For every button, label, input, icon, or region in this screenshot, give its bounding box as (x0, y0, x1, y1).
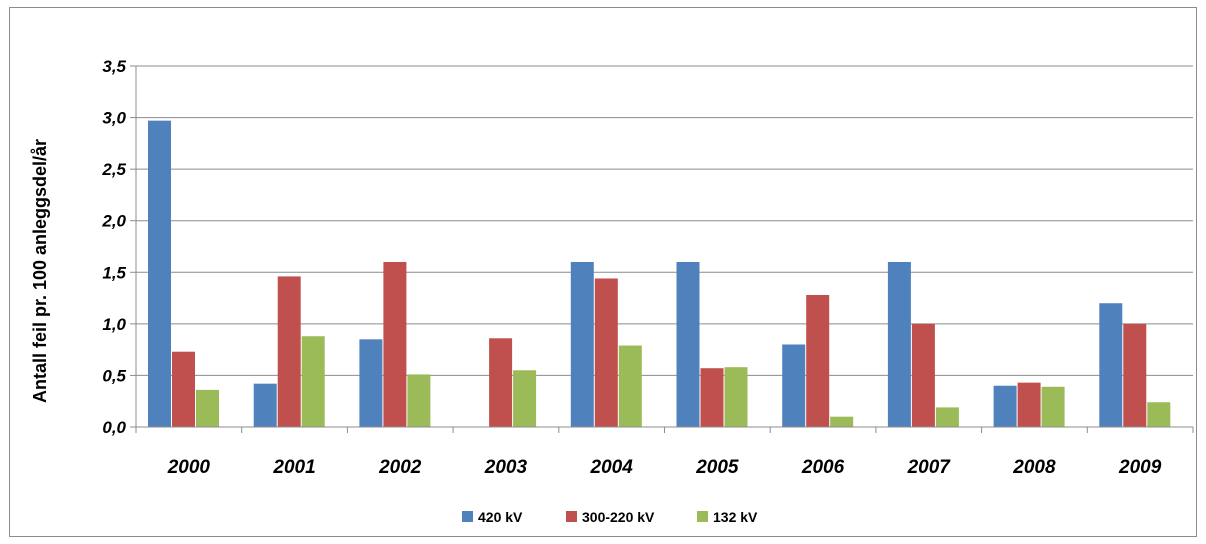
x-tick-label: 2003 (484, 457, 528, 478)
bar (172, 351, 195, 427)
bar (513, 370, 537, 427)
bar (700, 368, 724, 427)
bar (1017, 382, 1041, 427)
legend-swatch (462, 511, 473, 522)
y-axis-label: Antall feil pr. 100 anleggsdel/år (30, 139, 50, 403)
x-tick-label: 2006 (801, 457, 845, 478)
bar (407, 374, 431, 427)
bar (1041, 386, 1065, 427)
x-tick-label: 2001 (272, 457, 315, 478)
bar (570, 261, 594, 427)
y-tick-label: 3,0 (102, 109, 126, 128)
bars (148, 120, 1171, 427)
bar (489, 338, 513, 427)
bar (1099, 303, 1123, 427)
legend-label: 300-220 kV (582, 509, 655, 525)
bar (1123, 323, 1147, 427)
x-tick-label: 2005 (695, 457, 739, 478)
bar (196, 389, 219, 427)
y-tick-labels: 0,0 0,5 1,0 1,5 2,0 2,5 3,0 3,5 (101, 57, 126, 437)
legend-label: 420 kV (478, 509, 523, 525)
y-tick-label: 0,0 (102, 418, 126, 437)
bar (1147, 402, 1171, 427)
y-tick-label: 2,5 (101, 160, 126, 179)
x-tick-label: 2002 (378, 457, 422, 478)
x-tick-labels: 2000 2001 2002 2003 2004 2005 2006 2007 2008 2009 (167, 457, 1162, 478)
legend-swatch (566, 511, 577, 522)
y-tick-label: 0,5 (102, 366, 126, 385)
bar (383, 261, 407, 427)
bar (359, 339, 383, 427)
bar (594, 278, 618, 427)
bar (148, 120, 171, 427)
bar (830, 416, 854, 427)
bar (887, 261, 911, 427)
y-tick-label: 1,0 (102, 315, 126, 334)
bar (911, 323, 935, 427)
x-tick-label: 2007 (907, 457, 952, 478)
x-tick-label: 2004 (590, 457, 634, 478)
bar (935, 407, 959, 427)
x-tick-label: 2008 (1012, 457, 1056, 478)
bar (993, 385, 1017, 427)
axes (130, 65, 1194, 433)
y-tick-label: 1,5 (102, 263, 126, 282)
legend-swatch (697, 511, 708, 522)
x-tick-label: 2000 (167, 457, 211, 478)
bar (253, 383, 277, 427)
bar (301, 336, 325, 427)
bar (806, 294, 830, 427)
legend-label: 132 kV (713, 509, 758, 525)
bar (618, 345, 642, 427)
y-tick-label: 3,5 (102, 57, 126, 76)
bar (277, 276, 301, 427)
x-tick-label: 2009 (1118, 457, 1162, 478)
y-tick-label: 2,0 (101, 212, 126, 231)
bar (676, 261, 700, 427)
bar (724, 367, 748, 427)
bar (782, 344, 806, 427)
legend: 420 kV 300-220 kV 132 kV (462, 509, 758, 525)
